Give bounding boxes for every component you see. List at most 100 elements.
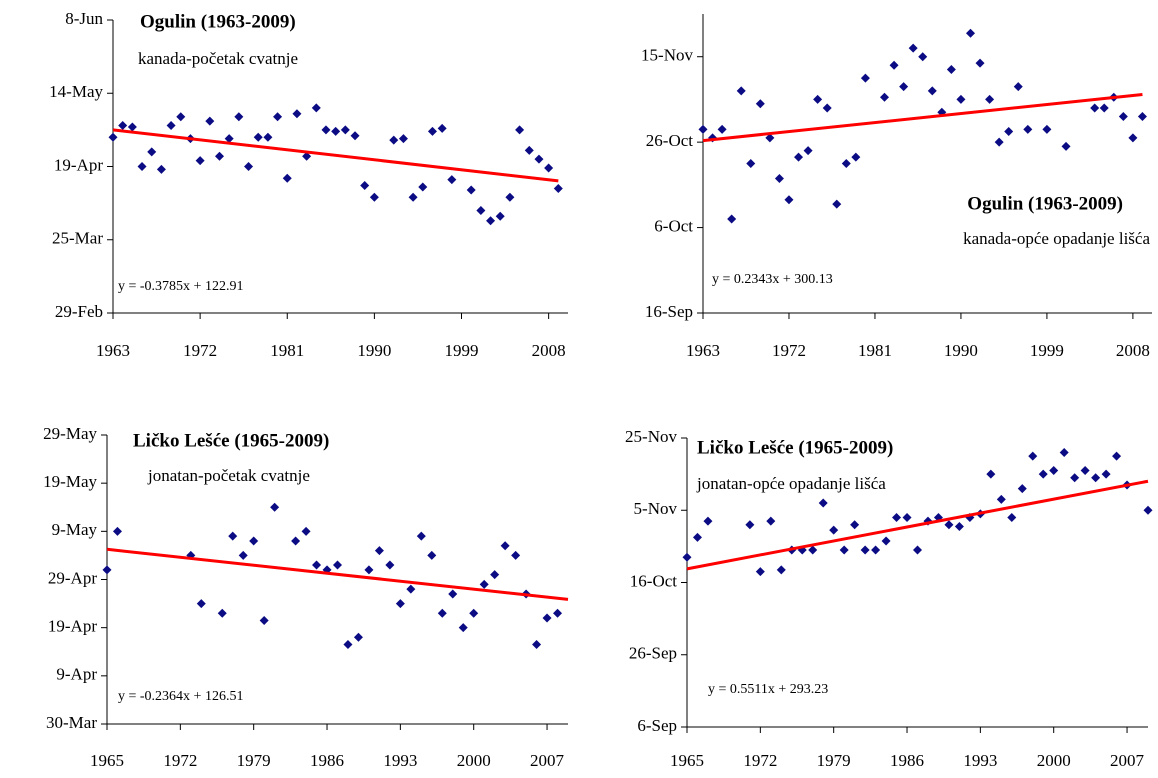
data-point (214, 151, 224, 161)
chart-subtitle: kanada-opće opadanje lišća (963, 229, 1150, 248)
data-point (553, 183, 563, 193)
x-tick-label: 1972 (163, 751, 197, 770)
x-tick-label: 1981 (270, 341, 304, 360)
data-point (794, 152, 804, 162)
x-tick-label: 2007 (530, 751, 565, 770)
data-point (458, 623, 468, 633)
data-point (755, 99, 765, 109)
data-point (1061, 141, 1071, 151)
equation: y = -0.2364x + 126.51 (118, 689, 243, 704)
data-point (486, 216, 496, 226)
data-point (437, 608, 447, 618)
data-point (385, 560, 395, 570)
data-point (860, 545, 870, 555)
data-point (880, 92, 890, 102)
x-tick-label: 1993 (383, 751, 417, 770)
data-point (495, 211, 505, 221)
data-point (774, 173, 784, 183)
data-point (766, 516, 776, 526)
data-point (416, 531, 426, 541)
x-tick-label: 1979 (817, 751, 851, 770)
data-point (406, 584, 416, 594)
data-point (398, 134, 408, 144)
data-point (292, 109, 302, 119)
data-point (902, 512, 912, 522)
data-point (813, 94, 823, 104)
x-tick-label: 1963 (96, 341, 130, 360)
x-tick-label: 1999 (445, 341, 479, 360)
data-point (746, 159, 756, 168)
chart-title: Ogulin (1963-2009) (967, 193, 1123, 214)
data-point (851, 152, 861, 162)
x-tick-label: 2000 (457, 751, 491, 770)
data-point (511, 550, 521, 560)
data-point (899, 82, 909, 92)
data-point (832, 199, 842, 209)
equation: y = 0.2343x + 300.13 (712, 272, 833, 287)
data-point (476, 205, 486, 215)
data-point (1101, 469, 1111, 479)
y-tick-label: 29-May (43, 424, 97, 443)
data-point (228, 531, 238, 541)
data-point (553, 608, 563, 618)
data-point (302, 151, 312, 161)
data-point (703, 516, 713, 526)
x-tick-label: 2008 (532, 341, 566, 360)
x-tick-label: 2008 (1116, 341, 1150, 360)
x-tick-label: 1981 (858, 341, 892, 360)
x-tick-label: 2007 (1110, 751, 1145, 770)
data-point (408, 192, 418, 202)
data-point (343, 640, 353, 650)
y-tick-label: 14-May (49, 82, 103, 101)
data-point (1090, 103, 1100, 113)
data-point (1080, 466, 1090, 476)
data-point (727, 214, 737, 224)
data-point (176, 112, 186, 122)
data-point (1118, 112, 1128, 122)
y-tick-label: 9-Apr (56, 665, 97, 684)
data-point (249, 536, 259, 546)
data-point (137, 162, 147, 171)
data-point (889, 60, 899, 70)
trend-line (702, 93, 1143, 143)
data-point (112, 526, 122, 536)
data-point (331, 126, 341, 136)
y-tick-label: 25-Nov (625, 427, 677, 446)
data-point (717, 124, 727, 134)
data-point (447, 175, 457, 185)
chart-subtitle: jonatan-početak cvatnje (147, 466, 310, 485)
data-point (542, 613, 552, 623)
data-point (311, 103, 321, 113)
data-point (490, 570, 500, 580)
data-point (913, 545, 922, 555)
data-point (994, 137, 1004, 147)
data-point (908, 43, 918, 53)
data-point (427, 550, 437, 560)
data-point (282, 173, 292, 183)
data-point (333, 560, 342, 570)
chart-title: Ličko Lešće (1965-2009) (697, 437, 893, 458)
data-point (118, 120, 128, 130)
data-point (108, 132, 118, 142)
y-tick-label: 26-Oct (646, 131, 693, 150)
x-tick-label: 1986 (890, 751, 924, 770)
data-point (234, 112, 244, 122)
data-point (395, 599, 405, 609)
data-point (340, 125, 350, 135)
y-tick-label: 16-Oct (630, 571, 677, 590)
data-point (515, 125, 525, 135)
y-tick-label: 6-Oct (654, 216, 693, 235)
data-point (263, 132, 273, 142)
y-tick-label: 16-Sep (645, 302, 693, 321)
data-point (224, 134, 234, 144)
data-point (321, 125, 331, 135)
data-point (1017, 484, 1027, 494)
data-point (259, 615, 269, 625)
data-point (479, 579, 489, 589)
data-point (1070, 473, 1080, 483)
data-point (1143, 505, 1153, 515)
data-point (692, 532, 702, 542)
data-point (534, 154, 544, 164)
data-point (829, 525, 839, 535)
